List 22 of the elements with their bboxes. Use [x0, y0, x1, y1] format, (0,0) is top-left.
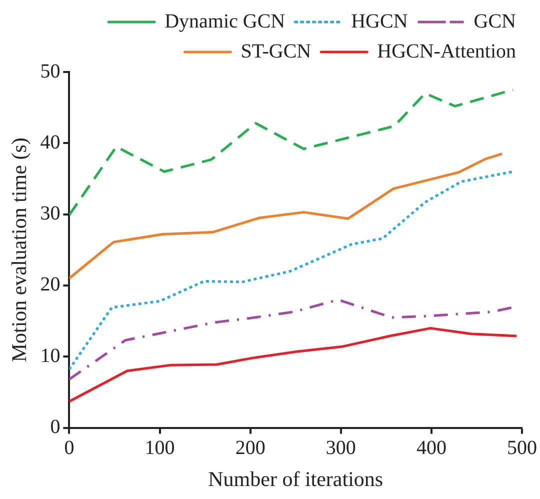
line-series: [69, 170, 514, 371]
legend-label: ST-GCN: [240, 40, 312, 62]
y-tick-label: 20: [40, 274, 60, 296]
x-tick-label: 200: [235, 437, 266, 460]
legend-label: GCN: [474, 10, 516, 32]
x-tick-label: 100: [144, 437, 175, 460]
x-tick-label: 300: [326, 437, 356, 460]
legend-label: HGCN-Attention: [377, 40, 516, 62]
x-axis-title: Number of iterations: [208, 466, 384, 491]
y-tick-label: 40: [40, 131, 60, 154]
y-tick-label: 0: [50, 416, 60, 438]
y-tick-label: 10: [40, 344, 60, 367]
line-series: [69, 298, 514, 381]
y-axis-title: Motion evaluation time (s): [7, 138, 32, 362]
x-tick-label: 500: [507, 437, 537, 460]
line-series: [69, 88, 514, 216]
x-tick-label: 0: [64, 437, 74, 460]
legend-label: HGCN: [351, 10, 408, 32]
x-tick-label: 400: [416, 437, 446, 460]
legend-label: Dynamic GCN: [164, 10, 286, 32]
y-tick-label: 50: [40, 60, 60, 82]
y-tick-label: 30: [40, 202, 60, 225]
